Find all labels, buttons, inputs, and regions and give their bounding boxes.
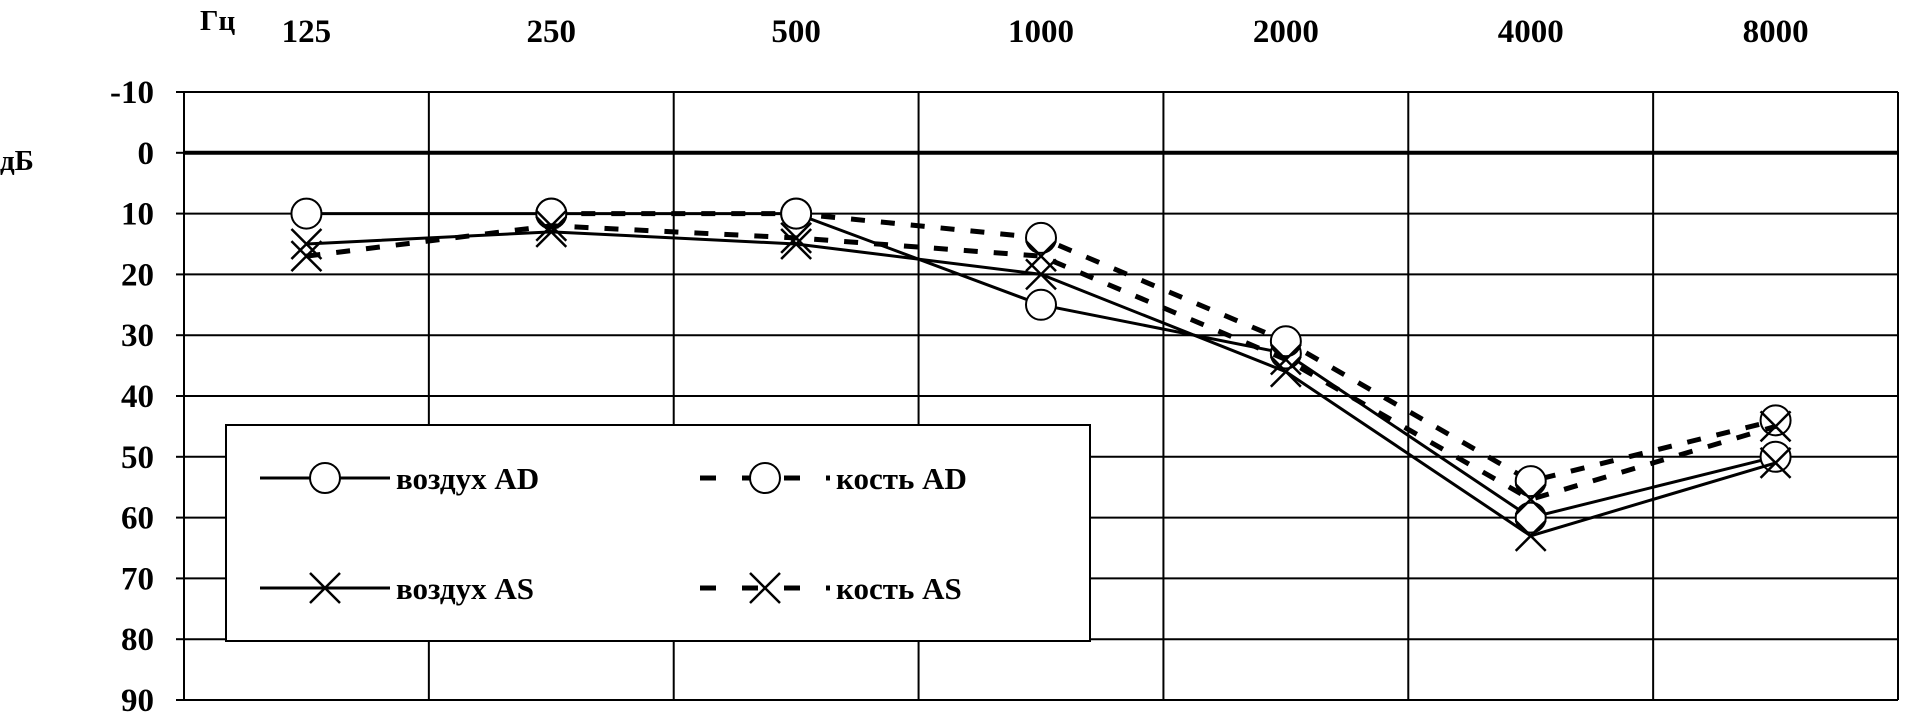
data-point-cross — [1269, 343, 1302, 376]
legend-swatch-marker — [309, 462, 341, 494]
cross-stroke — [1269, 355, 1302, 388]
cross-stroke — [290, 228, 323, 260]
cross-stroke — [749, 572, 781, 604]
cross-stroke — [1759, 410, 1792, 443]
cross-stroke — [780, 222, 813, 254]
cross-stroke — [1514, 519, 1547, 552]
y-tick-label: 80 — [121, 622, 154, 658]
legend-item: кость AS — [700, 571, 962, 606]
x-tick-label: 500 — [771, 14, 821, 50]
cross-stroke — [780, 228, 813, 260]
x-tick-label: 1000 — [1008, 14, 1074, 50]
y-tick-label: 60 — [121, 501, 154, 537]
cross-stroke — [1025, 240, 1057, 273]
legend-label: воздух AS — [396, 571, 534, 606]
x-tick-label: 2000 — [1253, 14, 1319, 50]
data-point-circle — [1025, 221, 1057, 254]
data-point-cross — [1514, 483, 1547, 516]
series-line — [551, 211, 1777, 484]
x-tick-label: 4000 — [1498, 14, 1564, 50]
cross-stroke — [535, 209, 568, 242]
data-point-cross — [535, 209, 568, 242]
cross-stroke — [290, 240, 323, 273]
legend-label: кость AS — [836, 571, 962, 606]
cross-stroke — [1759, 446, 1792, 479]
data-point-circle — [290, 197, 323, 230]
data-point-cross — [1269, 355, 1302, 388]
cross-stroke — [535, 215, 568, 248]
legend-item: воздух AD — [260, 461, 539, 496]
data-point-cross — [780, 228, 813, 260]
y-tick-label: 40 — [121, 379, 154, 415]
legend-swatch-marker — [749, 572, 781, 604]
data-point-circle — [535, 197, 568, 230]
legend-label: кость AD — [836, 461, 967, 496]
series-3 — [290, 215, 1792, 552]
cross-stroke — [1269, 343, 1302, 376]
data-point-circle — [1514, 501, 1547, 534]
x-tick-label: 250 — [527, 14, 577, 50]
cross-stroke — [309, 572, 341, 604]
x-tick-label: 8000 — [1743, 14, 1809, 50]
y-tick-label: 30 — [121, 318, 154, 354]
legend: воздух AD кость AD воздух AS кость AS — [225, 424, 1091, 642]
y-tick-label: 10 — [121, 197, 154, 233]
data-point-circle — [1269, 325, 1302, 358]
data-point-cross — [1025, 240, 1057, 273]
data-point-circle — [1025, 288, 1057, 321]
y-tick-label: 70 — [121, 561, 154, 597]
legend-box — [225, 424, 1091, 642]
data-point-circle — [1759, 404, 1792, 437]
data-point-cross — [1514, 519, 1547, 552]
data-point-cross — [780, 222, 813, 254]
data-point-cross — [1759, 410, 1792, 443]
series-4 — [290, 209, 1792, 516]
series-2 — [535, 197, 1792, 498]
data-point-circle — [1514, 465, 1547, 498]
legend-item: кость AD — [700, 461, 967, 496]
legend-swatch-marker — [749, 462, 781, 494]
cross-stroke — [1514, 483, 1547, 516]
data-point-cross — [290, 240, 323, 273]
y-tick-label: 0 — [138, 136, 155, 172]
y-tick-label: 50 — [121, 440, 154, 476]
legend-label: воздух AD — [396, 461, 539, 496]
y-tick-label: 20 — [121, 257, 154, 293]
axes: -10 0 10 20 30 40 50 60 70 80 90 125 250 500 1000 2000 4… — [110, 14, 1809, 719]
y-axis-unit-label: дБ — [0, 145, 34, 177]
data-point-cross — [535, 215, 568, 248]
y-tick-label: 90 — [121, 683, 154, 719]
y-tick-label: -10 — [110, 75, 154, 111]
data-point-circle — [780, 197, 813, 230]
x-tick-label: 125 — [282, 14, 332, 50]
x-axis-unit-label: Гц — [200, 5, 235, 37]
series-lines — [290, 197, 1792, 552]
legend-item: воздух AS — [260, 571, 534, 606]
data-point-cross — [1759, 446, 1792, 479]
legend-swatch-marker — [309, 572, 341, 604]
